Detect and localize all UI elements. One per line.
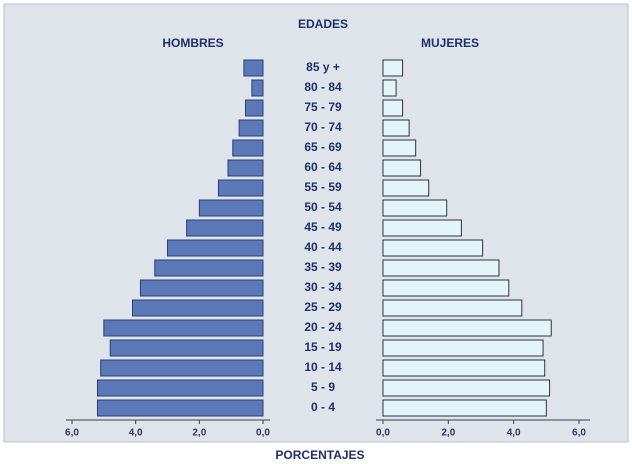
x-tick-label: 2,0 bbox=[441, 428, 455, 439]
bar bbox=[232, 139, 264, 157]
bar bbox=[96, 379, 264, 397]
category-label: 65 - 69 bbox=[304, 140, 342, 154]
bar bbox=[243, 59, 264, 77]
bar bbox=[382, 239, 484, 257]
bar bbox=[382, 259, 500, 277]
bar bbox=[382, 219, 462, 237]
bar bbox=[103, 319, 264, 337]
category-label: 20 - 24 bbox=[304, 320, 342, 334]
category-label: 60 - 64 bbox=[304, 160, 342, 174]
bar bbox=[382, 199, 448, 217]
x-tick-label: 6,0 bbox=[572, 428, 586, 439]
bar bbox=[198, 199, 264, 217]
category-label: 30 - 34 bbox=[304, 280, 342, 294]
chart-title: EDADES bbox=[298, 17, 348, 31]
bar bbox=[100, 359, 264, 377]
legend-left: HOMBRES bbox=[162, 36, 223, 50]
bar bbox=[227, 159, 264, 177]
bar bbox=[154, 259, 264, 277]
bar bbox=[251, 79, 264, 97]
bar bbox=[96, 399, 264, 417]
category-label: 15 - 19 bbox=[304, 340, 342, 354]
bar bbox=[382, 319, 552, 337]
category-label: 70 - 74 bbox=[304, 120, 342, 134]
bar bbox=[382, 179, 430, 197]
bar bbox=[167, 239, 264, 257]
bar bbox=[238, 119, 264, 137]
category-label: 50 - 54 bbox=[304, 200, 342, 214]
category-label: 35 - 39 bbox=[304, 260, 342, 274]
bar bbox=[186, 219, 264, 237]
legend-right: MUJERES bbox=[421, 36, 479, 50]
x-axis-label: PORCENTAJES bbox=[275, 448, 364, 462]
x-tick-label: 0,0 bbox=[376, 428, 390, 439]
bar bbox=[382, 79, 397, 97]
bar bbox=[244, 99, 264, 117]
x-tick-label: 2,0 bbox=[192, 428, 206, 439]
category-label: 45 - 49 bbox=[304, 220, 342, 234]
category-label: 80 - 84 bbox=[304, 80, 342, 94]
bar bbox=[382, 359, 546, 377]
bar bbox=[382, 299, 523, 317]
bar bbox=[382, 99, 404, 117]
x-tick-label: 4,0 bbox=[129, 428, 143, 439]
bar bbox=[217, 179, 264, 197]
bar bbox=[382, 279, 510, 297]
bar bbox=[382, 399, 547, 417]
x-tick-label: 6,0 bbox=[65, 428, 79, 439]
bar bbox=[382, 139, 417, 157]
bar bbox=[382, 379, 551, 397]
bar bbox=[382, 59, 404, 77]
category-label: 85 y + bbox=[306, 60, 340, 74]
bar bbox=[131, 299, 264, 317]
bar bbox=[382, 119, 410, 137]
category-label: 0 - 4 bbox=[311, 400, 335, 414]
category-label: 55 - 59 bbox=[304, 180, 342, 194]
bar bbox=[382, 159, 422, 177]
x-tick-label: 4,0 bbox=[507, 428, 521, 439]
category-label: 25 - 29 bbox=[304, 300, 342, 314]
category-label: 5 - 9 bbox=[311, 380, 335, 394]
category-label: 10 - 14 bbox=[304, 360, 342, 374]
bar bbox=[382, 339, 544, 357]
bar bbox=[109, 339, 264, 357]
bar bbox=[139, 279, 264, 297]
category-label: 40 - 44 bbox=[304, 240, 342, 254]
x-tick-label: 0,0 bbox=[256, 428, 270, 439]
category-label: 75 - 79 bbox=[304, 100, 342, 114]
